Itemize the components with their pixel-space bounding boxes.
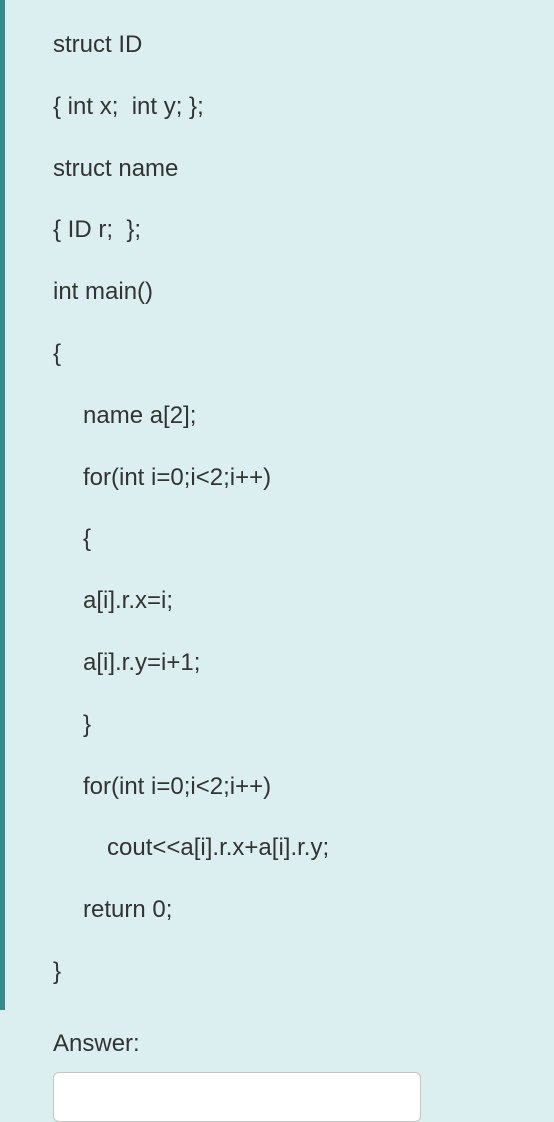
code-line: return 0; [53,893,524,928]
code-line: struct name [53,152,524,187]
code-line: int main() [53,275,524,310]
code-line: for(int i=0;i<2;i++) [53,461,524,496]
code-line: a[i].r.y=i+1; [53,646,524,681]
code-line: { int x; int y; }; [53,90,524,125]
code-line: for(int i=0;i<2;i++) [53,770,524,805]
answer-section: Answer: [5,1030,554,1122]
code-line: struct ID [53,28,524,63]
code-line: { [53,522,524,557]
answer-input[interactable] [53,1072,421,1122]
code-line: } [53,708,524,743]
code-line: a[i].r.x=i; [53,584,524,619]
answer-label: Answer: [53,1030,554,1058]
code-line: { ID r; }; [53,213,524,248]
code-lines: struct ID { int x; int y; }; struct name… [53,28,524,990]
code-line: { [53,337,524,372]
code-line: } [53,955,524,990]
code-line: cout<<a[i].r.x+a[i].r.y; [53,831,524,866]
code-block: struct ID { int x; int y; }; struct name… [5,28,554,990]
code-line: name a[2]; [53,399,524,434]
